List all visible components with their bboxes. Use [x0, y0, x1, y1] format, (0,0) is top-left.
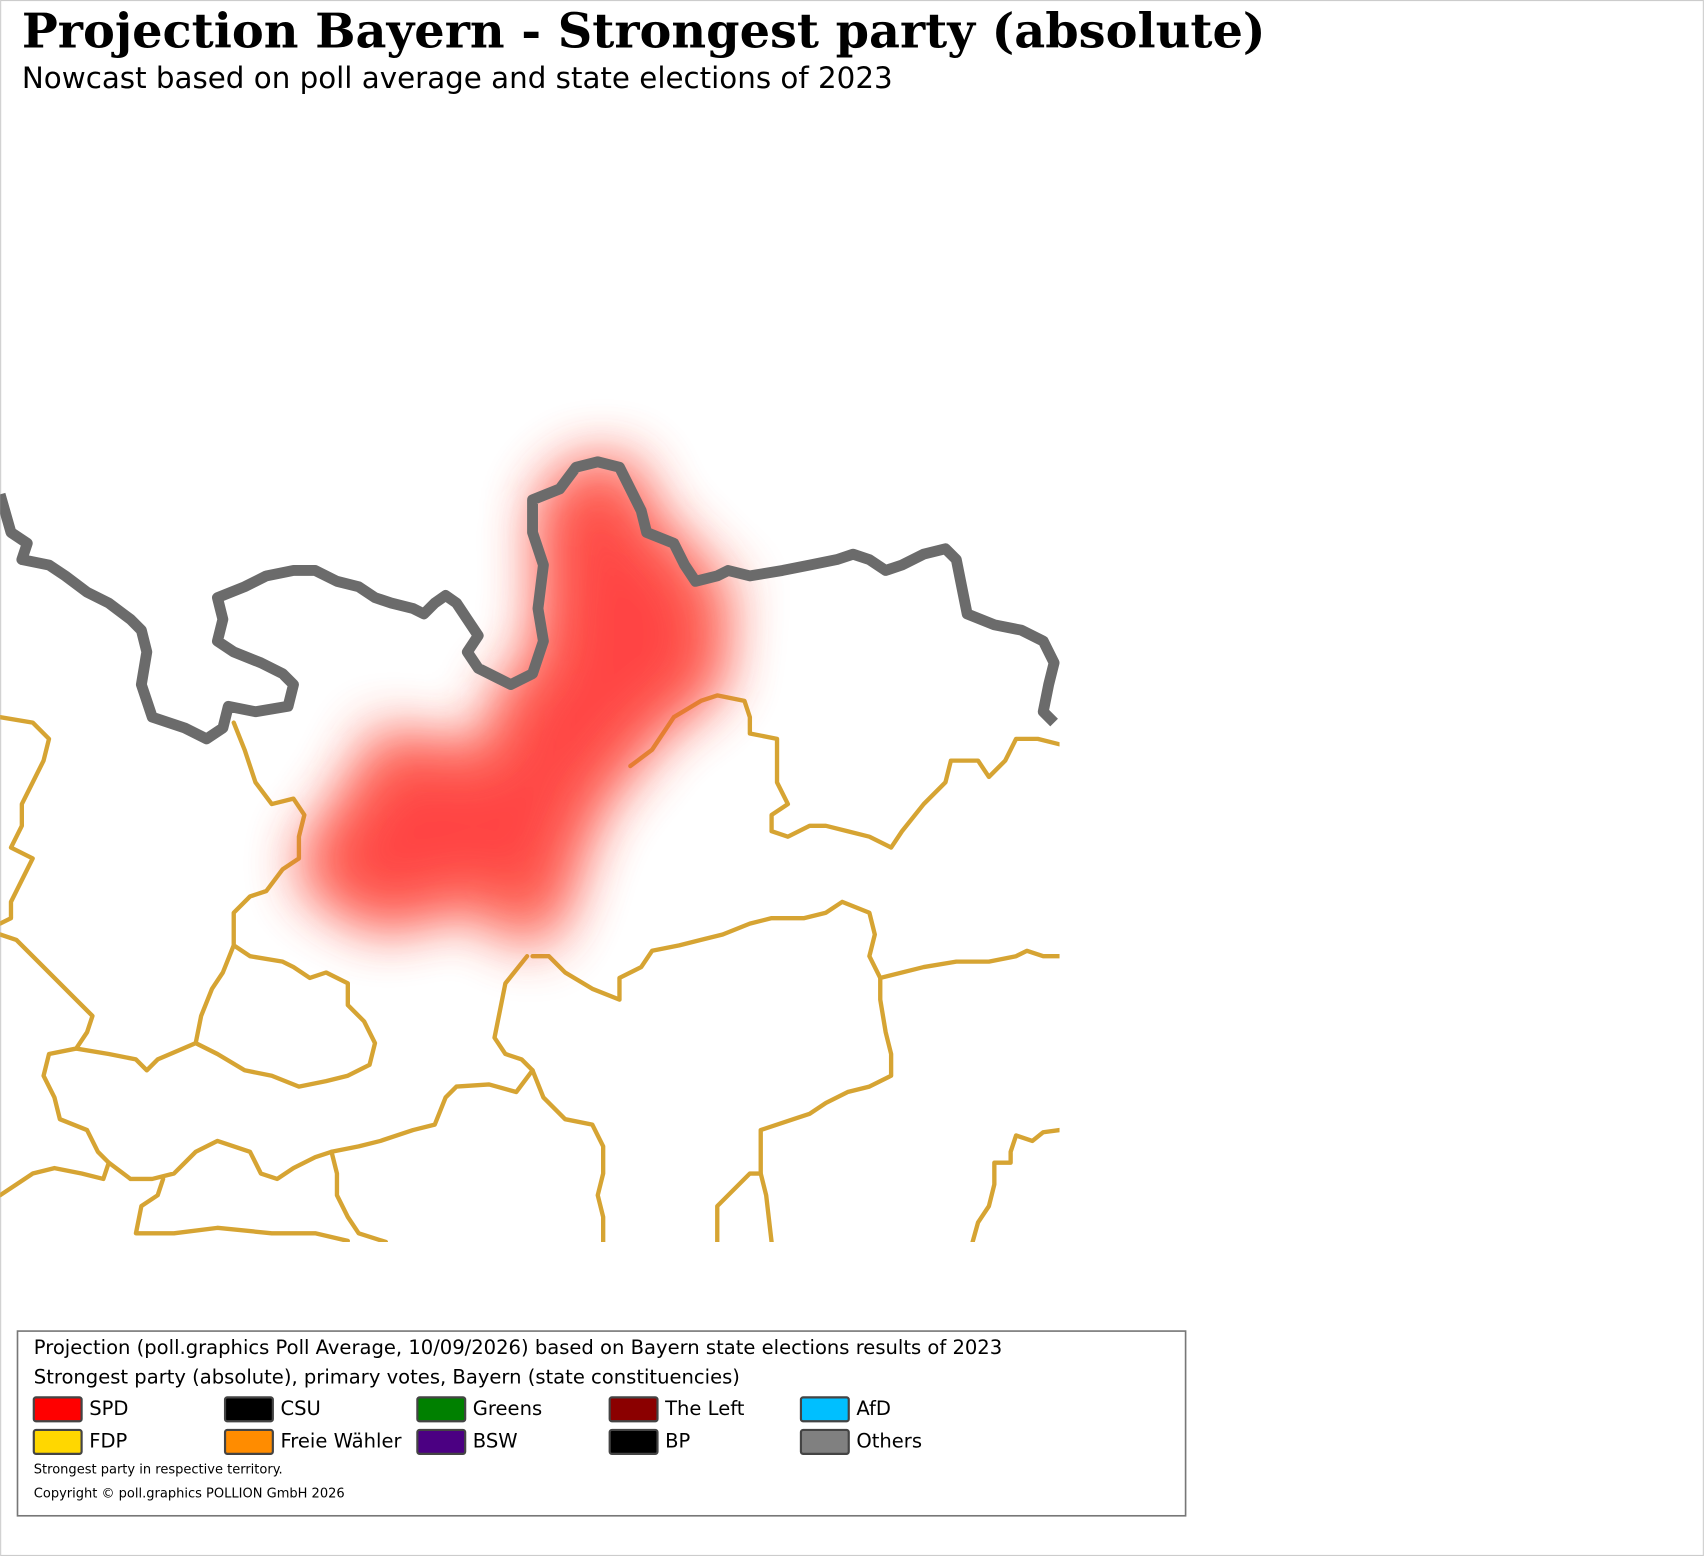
legend-label: AfD: [856, 1397, 891, 1420]
legend-swatch: [608, 1396, 659, 1423]
legend-swatch: [223, 1428, 274, 1455]
legend-label: FDP: [89, 1429, 127, 1452]
legend-label: Greens: [473, 1397, 542, 1420]
border: [133, 1176, 350, 1242]
border: [530, 1068, 606, 1242]
border: [530, 899, 894, 1242]
subtitle: Nowcast based on poll average and state …: [22, 61, 893, 95]
constituency-borders: [0, 693, 1060, 1242]
legend: Projection (poll.graphics Poll Average, …: [16, 1330, 1187, 1517]
border: [193, 720, 378, 1089]
legend-label: Freie Wähler: [280, 1429, 402, 1452]
legend-swatch: [799, 1396, 850, 1423]
legend-swatch: [32, 1396, 83, 1423]
border: [74, 1040, 198, 1073]
legend-swatch: [32, 1428, 83, 1455]
border: [0, 932, 111, 1198]
title: Projection Bayern - Strongest party (abs…: [22, 3, 1266, 59]
legend-label: SPD: [89, 1397, 128, 1420]
map: [0, 456, 1060, 1242]
border: [106, 954, 535, 1182]
legend-label: BP: [665, 1429, 690, 1452]
legend-label: BSW: [473, 1429, 518, 1452]
border: [970, 1127, 1060, 1242]
legend-swatch: [416, 1396, 467, 1423]
legend-label: CSU: [280, 1397, 320, 1420]
border: [758, 1171, 774, 1242]
state-border: [0, 456, 1060, 745]
border: [0, 714, 52, 926]
legend-line: Strongest party (absolute), primary vote…: [34, 1365, 740, 1388]
legend-swatch: [608, 1428, 659, 1455]
legend-note: Copyright © poll.graphics POLLION GmbH 2…: [34, 1487, 345, 1502]
border: [329, 1149, 389, 1242]
legend-line: Projection (poll.graphics Poll Average, …: [34, 1336, 1002, 1359]
border: [878, 948, 1060, 981]
legend-note: Strongest party in respective territory.: [34, 1463, 283, 1478]
legend-swatch: [416, 1428, 467, 1455]
border: [628, 693, 1060, 850]
legend-swatch: [223, 1396, 274, 1423]
legend-label: The Left: [664, 1397, 745, 1420]
legend-swatch: [799, 1428, 850, 1455]
legend-box: [16, 1330, 1187, 1517]
legend-label: Others: [856, 1429, 922, 1452]
